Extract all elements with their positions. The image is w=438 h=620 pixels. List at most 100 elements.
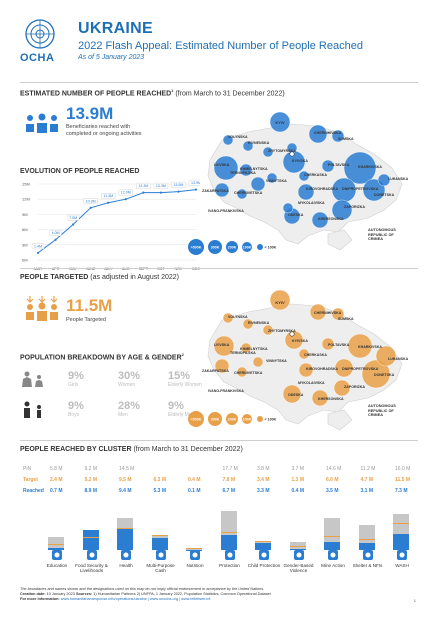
region-label: KIROVOHRADSKA (306, 187, 339, 191)
region-bubble (321, 337, 335, 351)
region-bubble (311, 211, 329, 229)
bar-reached (220, 535, 237, 550)
cluster-name: Multi-Purpose Cash (146, 563, 175, 574)
data-label: 13.5M (173, 183, 183, 187)
legend-bubble (188, 411, 204, 427)
legend-bubble (242, 414, 252, 424)
region-label: DONETSKA (374, 373, 395, 377)
region-bubble (377, 173, 391, 187)
bar-target-marker (358, 538, 375, 540)
x-tick-label: AUG (122, 267, 130, 271)
data-label: 13.9M (191, 181, 200, 185)
region-bubble (362, 178, 386, 202)
legend-bubble (208, 240, 222, 254)
info-links[interactable]: www.humanitarianresponse.info/operations… (60, 597, 211, 602)
data-point (72, 223, 75, 226)
data-label-box (118, 189, 133, 196)
data-label-box (188, 179, 200, 186)
region-bubble (298, 348, 310, 360)
legend-bubble (242, 242, 252, 252)
crimea-outline (327, 229, 353, 251)
gbv-icon (292, 548, 306, 562)
targeted-total-label: People Targeted (66, 317, 106, 323)
region-label: CHERKASKA (304, 173, 327, 177)
reached-section-title: ESTIMATED NUMBER OF PEOPLE REACHED1 (fro… (20, 88, 285, 98)
cluster-bar (255, 510, 271, 550)
x-tick-label: SEPT (139, 267, 149, 271)
kyiv-marker (289, 151, 295, 157)
legend-bubble (188, 239, 204, 255)
region-bubble (361, 359, 391, 389)
cluster-pin-value: 14.6 M (326, 466, 342, 472)
x-tick-label: MAY (69, 267, 77, 271)
bar-target-marker (48, 543, 64, 545)
divider (20, 82, 418, 83)
bar-reached (324, 542, 340, 550)
bar-target-marker (151, 535, 168, 536)
cluster-target-value: 9.5 M (119, 477, 132, 483)
mine-action-icon (326, 548, 340, 562)
data-label-box (49, 230, 62, 236)
nutrition-icon (188, 548, 202, 562)
target-row: Target 2.4 M 5.2 M 9.5 M 6.3 M 0.4 M 7.8 M 3.4… (20, 477, 418, 487)
crimea-label: AUTONOMOUS REPUBLIC OF CRIMEA (368, 404, 396, 418)
region-bubble (375, 345, 397, 367)
x-tick-label: JULY (104, 267, 113, 271)
data-point (107, 201, 110, 204)
cluster-target-value: 7.8 M (222, 477, 236, 483)
region-label: ZAPORIZKA (344, 205, 365, 209)
bar-target-marker (117, 527, 133, 529)
region-bubble (333, 379, 351, 397)
region-bubble (269, 111, 291, 133)
cluster-target-value: 6.3 M (153, 477, 167, 483)
region-bubble (298, 362, 314, 378)
region-bubble (309, 303, 327, 321)
page-subtitle: 2022 Flash Appeal: Estimated Number of P… (78, 40, 363, 52)
elderly-women-cell: 15% Elderly Women (168, 370, 202, 388)
region-bubble (214, 358, 230, 374)
cluster-reached-value: 0.7 M (50, 488, 63, 494)
kyiv-label: KYIV (275, 120, 285, 125)
legend-label: 100K (243, 245, 252, 249)
region-bubble (308, 124, 328, 144)
cluster-reached-value: 9.4 M (119, 488, 132, 494)
region-bubble (250, 176, 266, 192)
data-label-box (83, 198, 98, 204)
region-bubble (213, 335, 235, 357)
bar-target-marker (255, 541, 271, 543)
region-bubble (242, 318, 254, 330)
region-label: KHMELNYTSKA (240, 347, 268, 351)
cluster-pin-value: 14.5 M (119, 466, 135, 472)
region-label: SUMSKA (338, 137, 354, 141)
legend-bubble (257, 244, 263, 250)
cluster-reached-value: 7.3 M (395, 488, 408, 494)
region-bubble (331, 307, 345, 321)
male-icon (20, 400, 50, 424)
region-label: VINNYTSKA (266, 359, 287, 363)
region-label: DNIPROPETROVSKA (342, 187, 379, 191)
cluster-reached-value: 3.5 M (326, 488, 339, 494)
data-point (142, 191, 145, 194)
cluster-bar (117, 510, 133, 550)
bar-reached (393, 533, 409, 550)
x-tick-label: MAR (34, 267, 42, 271)
legend-label: < 100K (265, 417, 277, 421)
data-label-box (153, 182, 169, 189)
data-point (194, 188, 198, 191)
x-tick-label: JUNE (86, 267, 96, 271)
region-label: ZHYTOMYRSKA (268, 329, 296, 333)
y-tick-label: 9M (22, 212, 28, 217)
cluster-name: Child Protection (247, 563, 281, 568)
data-label: 13.3M (138, 184, 148, 188)
male-breakdown: 9% Boys 28% Men 9% Elderly Men (20, 400, 210, 424)
bar-pin (324, 517, 340, 550)
crimea-outline (327, 409, 353, 431)
x-tick-label: APR (52, 267, 60, 271)
cluster-bar (393, 510, 409, 550)
region-label: KHARKIVSKA (358, 165, 382, 169)
y-tick-label: 3M (22, 242, 28, 247)
targeted-total: 11.5M (66, 296, 113, 315)
region-label: MYKOLAIVSKA (298, 201, 325, 205)
data-point (89, 206, 92, 209)
bar-pin (186, 549, 202, 550)
